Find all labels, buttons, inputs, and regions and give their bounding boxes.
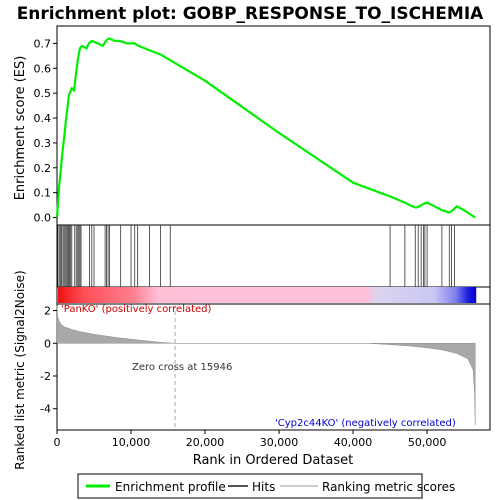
metric-panel-frame <box>56 303 491 431</box>
rank-tick-label: 0 <box>54 436 61 449</box>
metric-profile-area <box>56 305 476 426</box>
rank-tick-label: 40,000 <box>334 436 373 449</box>
rank-axis-label: Rank in Ordered Dataset <box>193 453 354 468</box>
es-tick-label: 0.1 <box>34 187 52 200</box>
metric-tick-label: -2 <box>40 370 51 383</box>
es-tick-label: 0.2 <box>34 162 52 175</box>
es-tick-label: 0.0 <box>34 212 52 225</box>
positive-correlation-label: 'PanKO' (positively correlated) <box>61 304 212 315</box>
rank-tick-label: 50,000 <box>408 436 447 449</box>
rank-axis-ticks: 0 10,000 20,000 30,000 40,000 50,000 <box>54 430 447 449</box>
es-tick-label: 0.3 <box>34 137 52 150</box>
metric-profile-layer <box>56 305 476 426</box>
chart-title: Enrichment plot: GOBP_RESPONSE_TO_ISCHEM… <box>17 4 484 24</box>
es-axis-label: Enrichment score (ES) <box>13 56 28 201</box>
metric-tick-label: -4 <box>40 403 51 416</box>
es-tick-label: 0.4 <box>34 112 52 125</box>
enrichment-panel-frame <box>56 25 491 226</box>
enrichment-profile-layer <box>55 37 476 219</box>
es-tick-label: 0.6 <box>34 62 52 75</box>
ranking-colorbar <box>58 287 477 303</box>
rank-tick-label: 30,000 <box>260 436 299 449</box>
metric-axis-ticks: 2 0 -2 -4 <box>40 305 57 416</box>
legend-metric-label: Ranking metric scores <box>322 480 455 494</box>
es-axis-ticks: 0.0 0.1 0.2 0.3 0.4 0.5 0.6 0.7 <box>34 37 57 225</box>
rank-tick-label: 20,000 <box>186 436 225 449</box>
metric-axis-label: Ranked list metric (Signal2Noise) <box>13 270 27 469</box>
zero-cross-label: Zero cross at 15946 <box>132 362 232 373</box>
metric-tick-label: 0 <box>44 337 51 350</box>
legend-enrichment-label: Enrichment profile <box>115 480 226 494</box>
legend: Enrichment profile Hits Ranking metric s… <box>77 473 455 499</box>
colorbar-gradient <box>58 287 477 303</box>
metric-tick-label: 2 <box>44 305 51 318</box>
hits-layer <box>57 225 455 287</box>
legend-box <box>77 473 423 499</box>
legend-hits-label: Hits <box>252 480 275 494</box>
rank-tick-label: 10,000 <box>112 436 151 449</box>
es-tick-label: 0.5 <box>34 87 52 100</box>
enrichment-profile-line <box>55 37 476 219</box>
es-tick-label: 0.7 <box>34 37 52 50</box>
negative-correlation-label: 'Cyp2c44KO' (negatively correlated) <box>275 418 456 429</box>
